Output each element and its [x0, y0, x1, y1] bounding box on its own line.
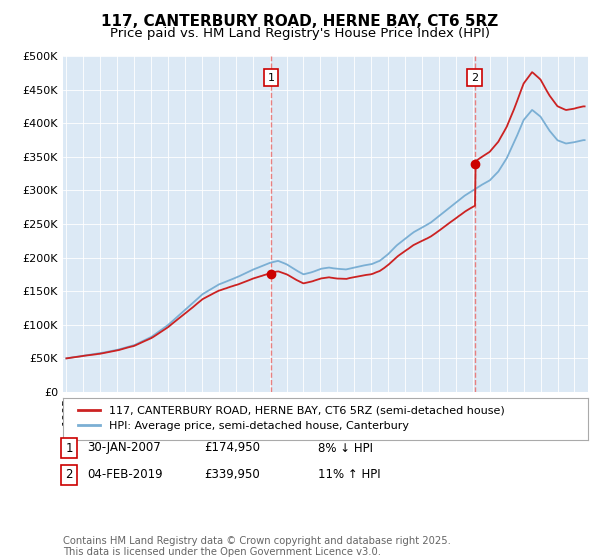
Text: 8% ↓ HPI: 8% ↓ HPI: [318, 441, 373, 455]
Text: Price paid vs. HM Land Registry's House Price Index (HPI): Price paid vs. HM Land Registry's House …: [110, 27, 490, 40]
Text: 2: 2: [472, 72, 478, 82]
Text: £339,950: £339,950: [204, 468, 260, 482]
Text: 2: 2: [65, 468, 73, 482]
Text: £174,950: £174,950: [204, 441, 260, 455]
Legend: 117, CANTERBURY ROAD, HERNE BAY, CT6 5RZ (semi-detached house), HPI: Average pri: 117, CANTERBURY ROAD, HERNE BAY, CT6 5RZ…: [74, 402, 509, 436]
Text: 1: 1: [65, 441, 73, 455]
Text: 30-JAN-2007: 30-JAN-2007: [87, 441, 161, 455]
Text: 04-FEB-2019: 04-FEB-2019: [87, 468, 163, 482]
Text: 1: 1: [268, 72, 274, 82]
Text: 11% ↑ HPI: 11% ↑ HPI: [318, 468, 380, 482]
Text: 117, CANTERBURY ROAD, HERNE BAY, CT6 5RZ: 117, CANTERBURY ROAD, HERNE BAY, CT6 5RZ: [101, 14, 499, 29]
Text: Contains HM Land Registry data © Crown copyright and database right 2025.
This d: Contains HM Land Registry data © Crown c…: [63, 535, 451, 557]
